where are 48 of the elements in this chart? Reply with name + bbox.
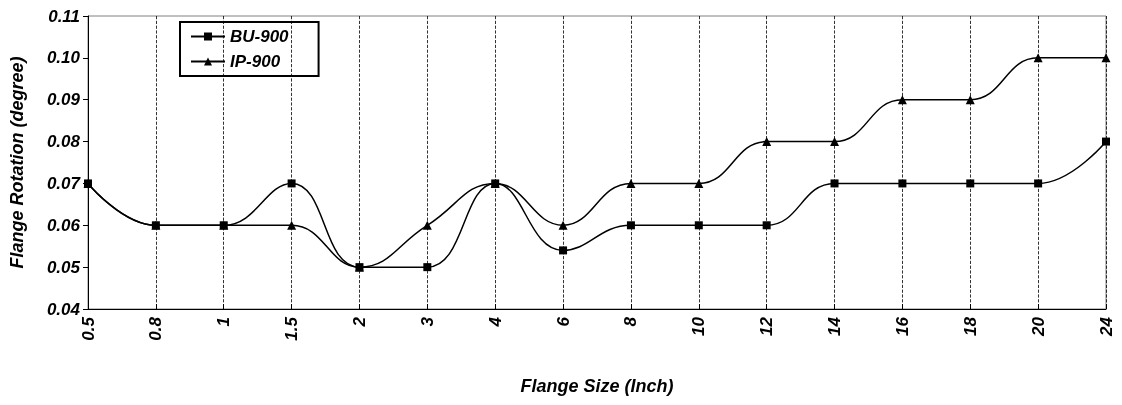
- point: [423, 263, 432, 272]
- y-tick-label: 0.06: [46, 215, 81, 235]
- y-tick-label: 0.05: [46, 257, 81, 277]
- point: [897, 95, 907, 105]
- point: [287, 179, 296, 188]
- x-tick-label: 1: [214, 317, 234, 327]
- x-tick-label: 4: [485, 316, 505, 328]
- x-axis-title: Flange Size (Inch): [520, 376, 674, 396]
- y-axis-title: Flange Rotation (degree): [7, 56, 27, 269]
- x-tick-label: 6: [553, 316, 573, 327]
- point: [1101, 53, 1111, 63]
- point: [898, 179, 907, 188]
- legend-label: IP-900: [230, 52, 281, 71]
- point: [762, 221, 771, 230]
- x-tick-label: 2: [349, 316, 369, 328]
- y-tick-label: 0.10: [46, 48, 81, 68]
- x-tick-label: 18: [960, 316, 980, 336]
- y-tick-label: 0.07: [46, 173, 82, 193]
- x-tick-label: 16: [892, 316, 912, 336]
- x-tick-label: 12: [757, 316, 777, 336]
- x-tick-label: 0.5: [78, 316, 98, 341]
- x-tick-label: 8: [621, 316, 641, 327]
- point: [762, 137, 772, 147]
- point: [694, 221, 703, 230]
- point: [626, 221, 635, 230]
- x-tick-label: 0.8: [146, 316, 166, 341]
- point: [559, 246, 568, 255]
- point: [694, 178, 704, 188]
- x-tick-label: 24: [1096, 316, 1116, 337]
- point: [1034, 179, 1043, 188]
- point: [626, 178, 636, 188]
- point: [966, 179, 975, 188]
- x-tick-label: 3: [417, 316, 437, 327]
- point: [558, 220, 568, 230]
- point: [1102, 137, 1110, 146]
- y-tick-label: 0.11: [48, 6, 80, 26]
- y-tick-label: 0.08: [46, 132, 81, 152]
- y-tick-label: 0.09: [46, 90, 81, 110]
- x-tick-label: 1.5: [282, 316, 302, 341]
- x-tick-label: 20: [1028, 316, 1048, 337]
- point: [422, 220, 432, 230]
- x-tick-label: 14: [825, 316, 845, 336]
- point: [830, 179, 839, 188]
- x-tick-label: 10: [689, 316, 709, 336]
- legend-label: BU-900: [230, 27, 290, 46]
- point: [830, 137, 840, 147]
- y-tick-label: 0.04: [46, 299, 81, 319]
- point: [287, 220, 297, 230]
